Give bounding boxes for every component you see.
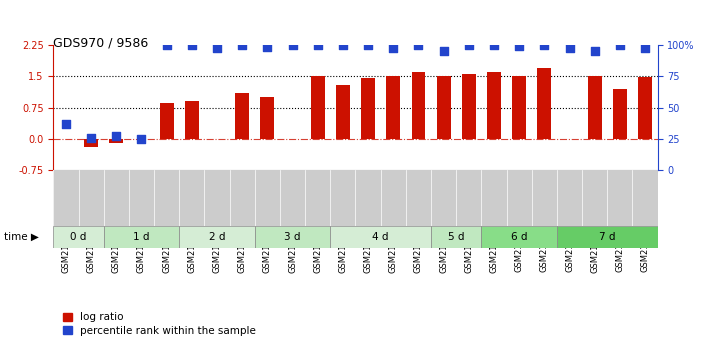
Point xyxy=(488,42,500,48)
Bar xyxy=(462,74,476,139)
Bar xyxy=(588,76,602,139)
Point xyxy=(211,45,223,50)
Point xyxy=(136,136,147,142)
Bar xyxy=(179,226,255,248)
Text: 3 d: 3 d xyxy=(284,232,301,242)
Text: 5 d: 5 d xyxy=(448,232,464,242)
Bar xyxy=(638,77,652,139)
Bar xyxy=(260,97,274,139)
Bar xyxy=(613,89,627,139)
Point xyxy=(262,44,273,50)
Point xyxy=(539,42,550,48)
Point xyxy=(161,42,172,48)
Legend: log ratio, percentile rank within the sample: log ratio, percentile rank within the sa… xyxy=(58,308,260,340)
Point xyxy=(363,42,374,48)
Bar xyxy=(104,226,179,248)
Point xyxy=(337,42,348,48)
Bar xyxy=(437,76,451,139)
Text: 1 d: 1 d xyxy=(133,232,150,242)
Point xyxy=(614,42,626,48)
Text: 2 d: 2 d xyxy=(209,232,225,242)
Point xyxy=(513,43,525,49)
Bar xyxy=(53,226,104,248)
Text: 4 d: 4 d xyxy=(373,232,389,242)
Bar xyxy=(487,72,501,139)
Point xyxy=(438,48,449,54)
Point xyxy=(589,48,600,54)
Text: GDS970 / 9586: GDS970 / 9586 xyxy=(53,36,149,49)
Bar xyxy=(557,226,658,248)
Bar xyxy=(84,139,98,147)
Text: 7 d: 7 d xyxy=(599,232,616,242)
Bar xyxy=(331,226,431,248)
Text: 6 d: 6 d xyxy=(511,232,528,242)
Point xyxy=(186,42,198,48)
Bar xyxy=(185,101,199,139)
Text: 0 d: 0 d xyxy=(70,232,87,242)
Bar xyxy=(336,85,350,139)
Bar xyxy=(160,104,173,139)
Point xyxy=(564,45,575,50)
Bar xyxy=(255,226,331,248)
Point xyxy=(387,45,399,50)
Point xyxy=(312,42,324,48)
Bar xyxy=(481,226,557,248)
Bar xyxy=(235,93,249,139)
Bar xyxy=(109,139,123,143)
Bar xyxy=(431,226,481,248)
Bar xyxy=(512,76,526,139)
Point xyxy=(413,42,424,48)
Point xyxy=(237,42,248,48)
Bar xyxy=(386,76,400,139)
Point xyxy=(85,136,97,141)
Bar xyxy=(311,76,325,139)
Bar xyxy=(538,68,551,139)
Point xyxy=(639,45,651,50)
Point xyxy=(463,42,474,48)
Bar xyxy=(361,78,375,139)
Point xyxy=(287,42,298,48)
Point xyxy=(111,133,122,138)
Text: time ▶: time ▶ xyxy=(4,232,38,242)
Point xyxy=(60,122,72,127)
Bar xyxy=(412,72,425,139)
